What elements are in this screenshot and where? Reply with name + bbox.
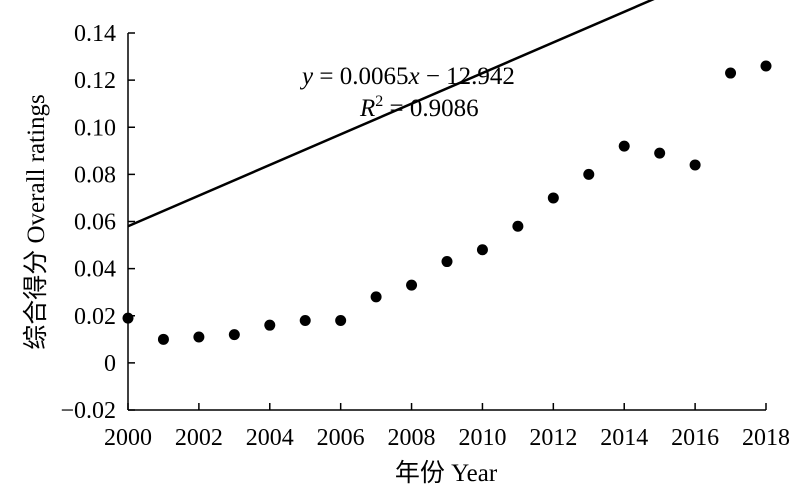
trend-line <box>127 0 655 228</box>
data-point <box>618 140 630 152</box>
x-tick-label: 2010 <box>458 425 506 451</box>
data-point <box>264 319 276 331</box>
x-ticks: 2000 2002 2004 2006 2008 2010 2012 2014 2016 2018 <box>104 403 790 451</box>
y-tick-label: 0 <box>104 351 116 377</box>
y-tick-label: 0.12 <box>74 68 116 94</box>
data-point <box>547 192 559 204</box>
x-tick-label: 2000 <box>104 425 152 451</box>
y-tick-label: 0.02 <box>74 304 116 330</box>
x-tick-label: 2012 <box>529 425 577 451</box>
x-tick-label: 2016 <box>671 425 719 451</box>
x-axis-title: 年份 Year <box>395 459 498 487</box>
r-squared-annotation: R2 = 0.9086 <box>359 93 479 122</box>
data-point <box>476 244 488 256</box>
y-tick-label: 0.04 <box>74 257 116 283</box>
x-tick-label: 2006 <box>317 425 365 451</box>
data-point <box>441 256 453 268</box>
data-point <box>583 168 595 180</box>
x-tick-label: 2018 <box>742 425 790 451</box>
equation-annotation: y = 0.0065x − 12.942 <box>299 63 515 90</box>
y-ticks: −0.02 0 0.02 0.04 0.06 0.08 0.10 0.12 0.14 <box>60 21 135 424</box>
data-point <box>157 333 169 345</box>
data-point <box>725 67 737 79</box>
data-point <box>122 312 134 324</box>
x-tick-label: 2014 <box>600 425 648 451</box>
data-point <box>228 329 240 341</box>
y-tick-label: 0.14 <box>74 21 116 47</box>
y-tick-label: 0.06 <box>74 210 116 236</box>
data-point <box>512 220 524 232</box>
data-point <box>654 147 666 159</box>
y-tick-label: 0.08 <box>74 162 116 188</box>
data-point <box>760 60 772 72</box>
y-tick-label: 0.10 <box>74 115 116 141</box>
data-point <box>335 314 347 326</box>
x-tick-label: 2008 <box>388 425 436 451</box>
data-points <box>122 60 772 345</box>
data-point <box>406 279 418 291</box>
data-point <box>689 159 701 171</box>
y-tick-label: −0.02 <box>60 398 116 424</box>
y-axis-title: 综合得分 Overall ratings <box>22 94 50 350</box>
data-point <box>370 291 382 303</box>
data-point <box>193 331 205 343</box>
x-tick-label: 2004 <box>246 425 294 451</box>
x-tick-label: 2002 <box>175 425 223 451</box>
data-point <box>299 314 311 326</box>
